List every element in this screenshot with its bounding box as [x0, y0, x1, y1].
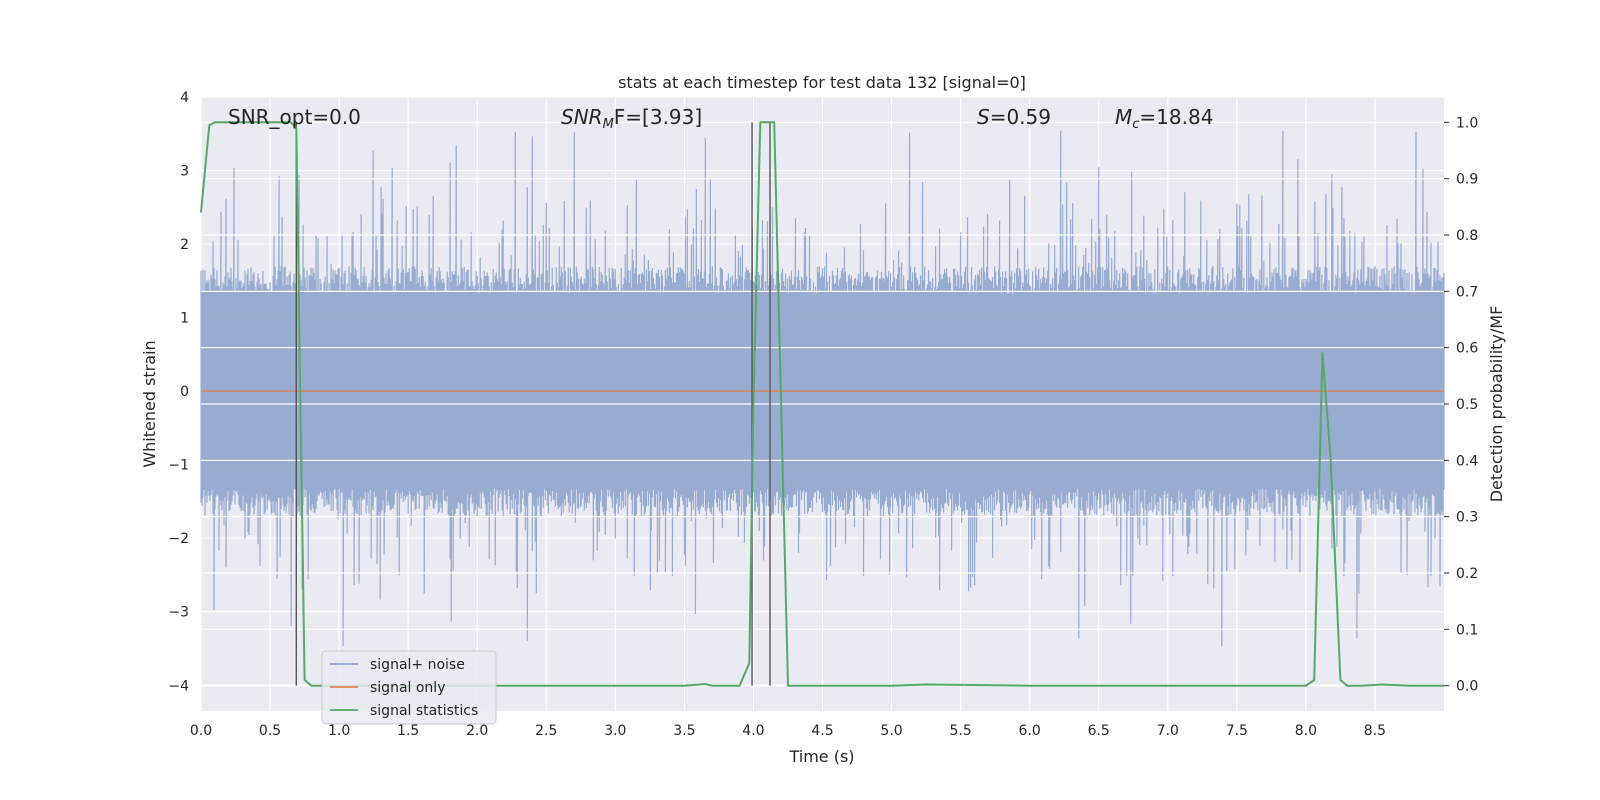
annotation-snr-mf: SNRMF=[3.93]	[561, 105, 702, 132]
annotation-mc-sub: c	[1132, 117, 1139, 132]
x-tick-labels: 0.0 0.5 1.0 1.5 2.0 2.5 3.0 3.5 4.0 4.5 5.0 5.5 6.0 6…	[190, 723, 1386, 739]
annotation-s-value: =0.59	[990, 105, 1051, 129]
y2-tick-label: 0.8	[1456, 228, 1478, 244]
y-tick-label: −3	[168, 605, 189, 621]
x-tick-label: 1.5	[397, 723, 419, 739]
x-tick-label: 6.5	[1088, 723, 1110, 739]
x-tick-label: 7.5	[1226, 723, 1248, 739]
y2-tick-label: 0.4	[1456, 453, 1478, 469]
annotation-snr-mf-sub: M	[603, 117, 614, 132]
x-tick-label: 7.0	[1157, 723, 1179, 739]
y2-tick-label: 1.0	[1456, 115, 1478, 131]
x-tick-label: 6.0	[1019, 723, 1041, 739]
y2-tick-label: 0.7	[1456, 284, 1478, 300]
annotation-mc-label: M	[1115, 105, 1132, 129]
series-signal-plus-noise	[200, 130, 1445, 647]
annotation-s-label: S	[977, 105, 990, 129]
y-tick-label: 1	[180, 311, 189, 327]
x-tick-label: 8.0	[1295, 723, 1317, 739]
annotation-mc: Mc=18.84	[1115, 105, 1213, 132]
x-tick-label: 3.0	[604, 723, 626, 739]
signal-statistics-line	[200, 121, 1444, 687]
legend-label-signal-plus-noise: signal+ noise	[370, 657, 465, 673]
legend-box	[321, 650, 497, 725]
signal-plus-noise-line	[200, 130, 1445, 647]
marker-lines	[295, 122, 771, 686]
x-tick-label: 2.0	[466, 723, 488, 739]
y2-tick-label: 0.9	[1456, 172, 1478, 188]
y2-tick-label: 0.6	[1456, 341, 1478, 357]
y2-axis-label: Detection probability/MF	[1487, 306, 1506, 503]
annotation-mc-value: =18.84	[1139, 105, 1213, 129]
y-tick-label: 2	[180, 237, 189, 253]
legend-label-signal-statistics: signal statistics	[370, 703, 478, 719]
x-tick-label: 5.0	[880, 723, 902, 739]
x-tick-label: 2.5	[535, 723, 557, 739]
y-axis-label: Whitened strain	[140, 340, 159, 467]
annotation-snr-mf-label: SNR	[561, 105, 603, 129]
x-tick-label: 3.5	[673, 723, 695, 739]
annotation-snr-opt: SNR_opt=0.0	[228, 105, 361, 129]
y-tick-label: 4	[180, 90, 189, 106]
annotation-s: S=0.59	[977, 105, 1051, 129]
annotation-snr-mf-value: F=[3.93]	[614, 105, 702, 129]
legend: signal+ noise signal only signal statist…	[321, 650, 497, 725]
y2-tick-label: 0.0	[1456, 679, 1478, 695]
x-tick-label: 1.0	[328, 723, 350, 739]
y2-tick-label: 0.1	[1456, 622, 1478, 638]
series-signal-statistics	[200, 121, 1444, 687]
y2-tick-label: 0.2	[1456, 566, 1478, 582]
x-tick-label: 5.5	[949, 723, 971, 739]
y-tick-label: 3	[180, 164, 189, 180]
y2-tick-label: 0.3	[1456, 510, 1478, 526]
y-tick-labels: 4 3 2 1 0 −1 −2 −3 −4	[168, 90, 189, 694]
x-axis-label: Time (s)	[788, 747, 854, 766]
y-tick-label: −2	[168, 531, 189, 547]
x-tick-label: 8.5	[1364, 723, 1386, 739]
chart-title: stats at each timestep for test data 132…	[618, 73, 1026, 92]
x-tick-label: 4.5	[811, 723, 833, 739]
y-tick-label: −4	[168, 678, 189, 694]
y2-tick-label: 0.5	[1456, 397, 1478, 413]
x-tick-label: 4.0	[742, 723, 764, 739]
legend-label-signal-only: signal only	[370, 680, 445, 696]
y2-tick-labels: 1.0 0.9 0.8 0.7 0.6 0.5 0.4 0.3 0.2 0.1 0.0	[1444, 115, 1478, 695]
y-tick-label: −1	[168, 458, 189, 474]
x-tick-label: 0.0	[190, 723, 212, 739]
x-tick-label: 0.5	[259, 723, 281, 739]
y-tick-label: 0	[180, 384, 189, 400]
